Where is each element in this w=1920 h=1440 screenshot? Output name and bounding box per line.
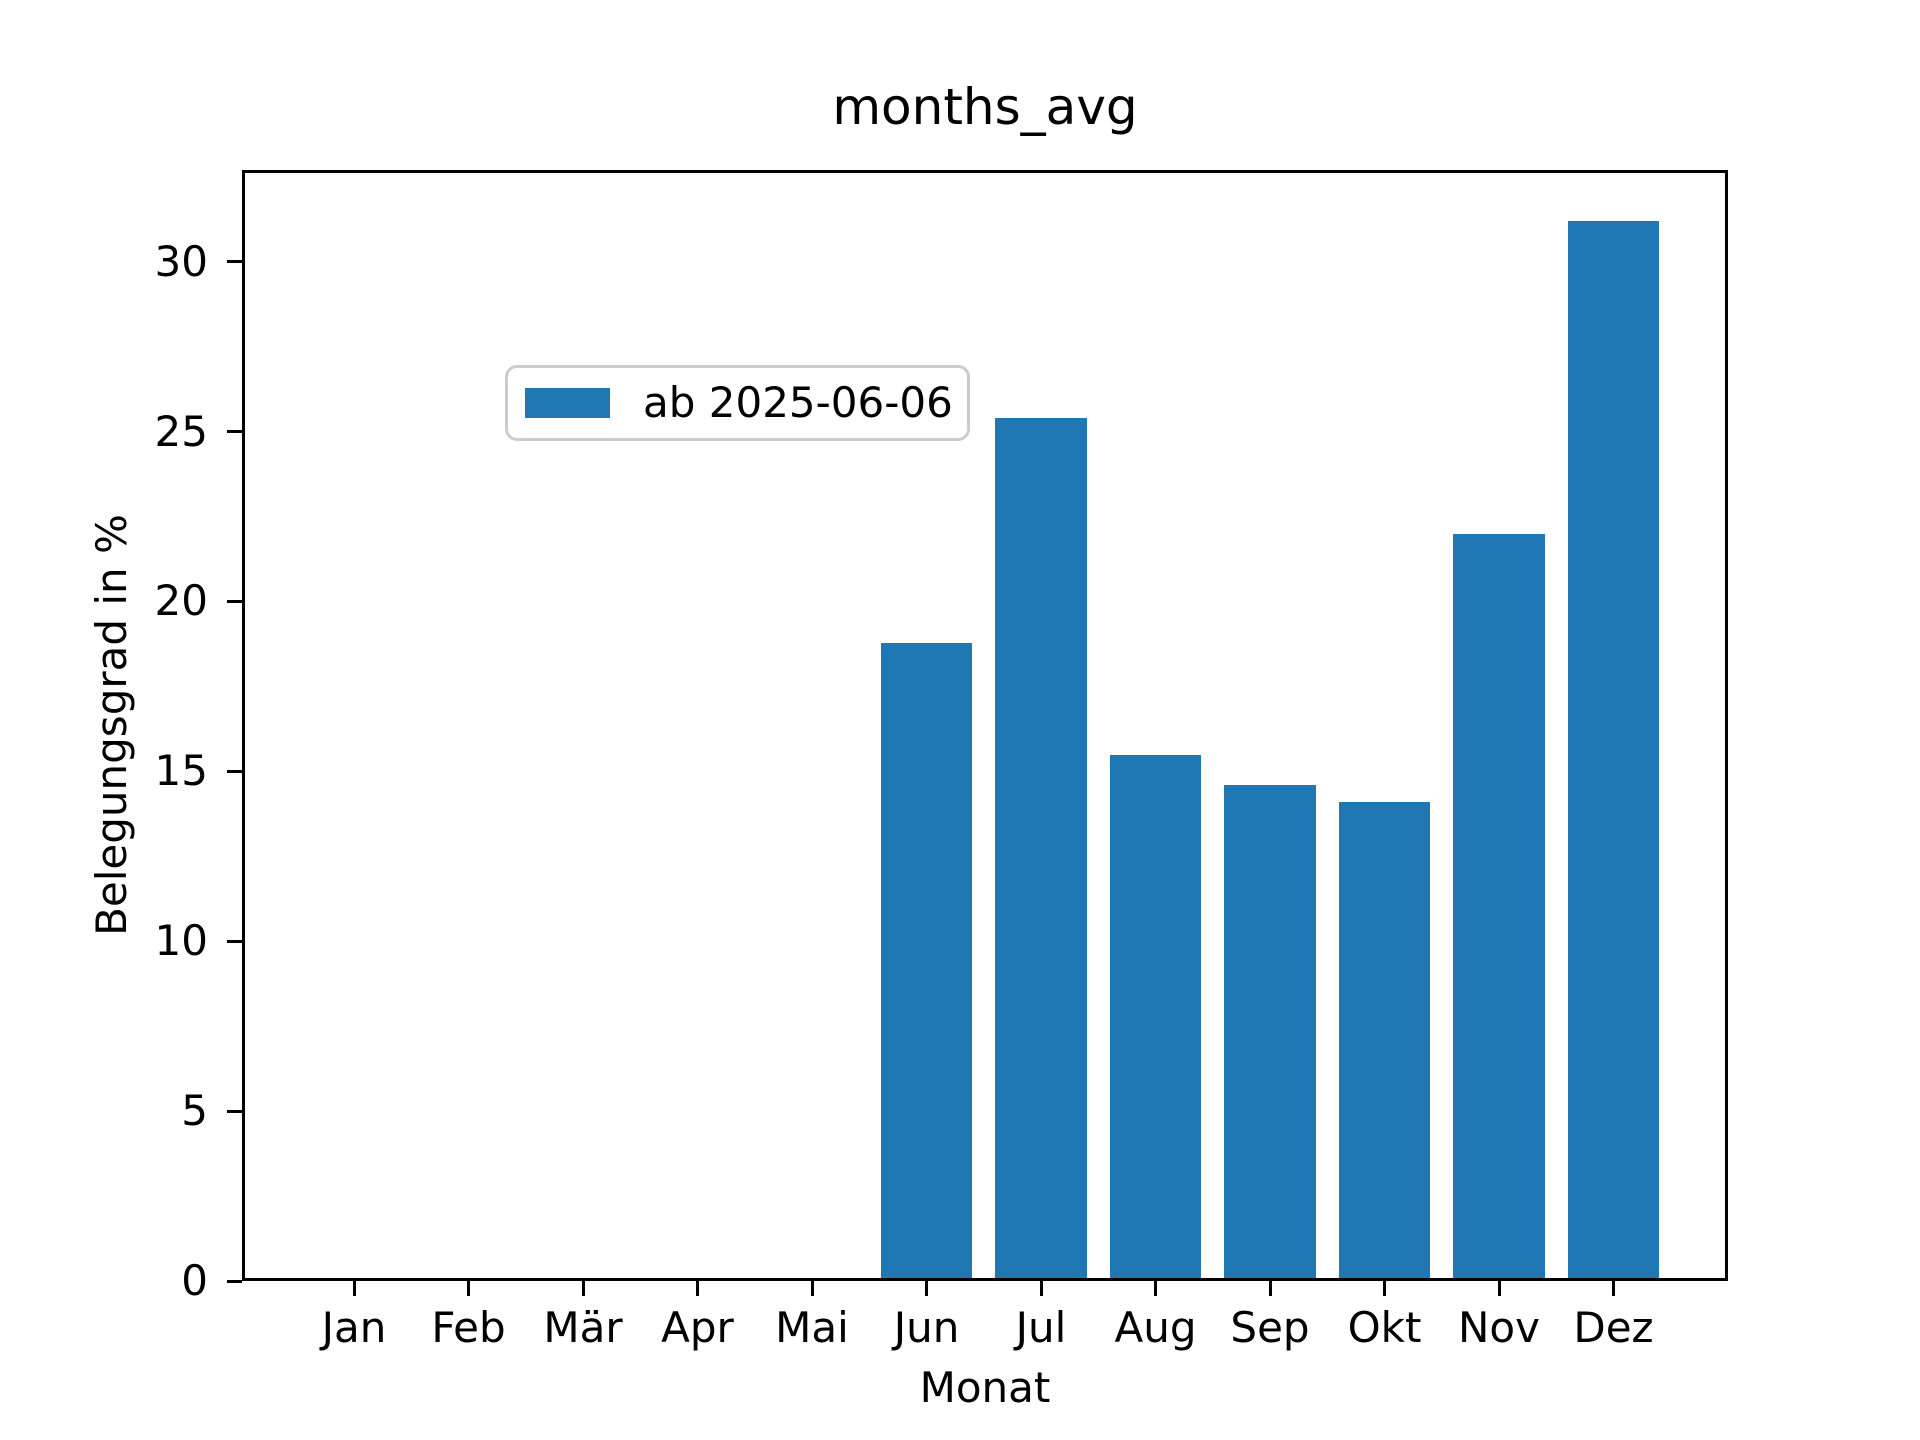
chart-title: months_avg [832,78,1138,136]
y-tick-mark-5 [227,1109,242,1113]
y-tick-mark-0 [227,1279,242,1283]
y-tick-mark-30 [227,260,242,264]
bar-jul [995,418,1087,1278]
x-tick-mark-dez [1612,1281,1615,1296]
x-tick-mark-okt [1383,1281,1386,1296]
x-tick-mark-sep [1268,1281,1272,1296]
x-tick-label-jan: Jan [321,1303,387,1352]
bar-aug [1109,755,1202,1278]
x-tick-label-dez: Dez [1573,1303,1654,1352]
bars-layer [245,173,1725,1278]
x-tick-label-jun: Jun [893,1303,960,1352]
x-tick-label-feb: Feb [431,1303,506,1352]
bar-okt [1338,802,1431,1278]
y-tick-label-25: 25 [154,406,208,456]
x-tick-label-mai: Mai [775,1303,849,1352]
x-tick-label-sep: Sep [1230,1303,1310,1352]
y-tick-mark-10 [227,939,242,943]
bar-sep [1224,785,1316,1278]
y-tick-mark-15 [227,769,242,773]
bar-jun [880,643,973,1278]
x-tick-mark-mai [810,1281,814,1296]
x-tick-label-nov: Nov [1458,1303,1540,1352]
x-tick-mark-aug [1154,1281,1157,1296]
x-tick-mark-nov [1497,1281,1501,1296]
y-tick-label-10: 10 [154,916,208,966]
legend-swatch [525,388,610,418]
y-tick-mark-20 [227,599,242,603]
x-tick-label-okt: Okt [1347,1303,1422,1352]
x-axis-label: Monat [919,1363,1051,1412]
legend: ab 2025-06-06 [505,365,970,441]
x-tick-label-mär: Mär [543,1303,623,1352]
x-tick-label-apr: Apr [661,1303,734,1352]
y-tick-label-15: 15 [154,746,208,796]
y-tick-label-20: 20 [154,576,208,626]
x-tick-mark-mär [581,1281,585,1296]
x-tick-mark-feb [467,1281,470,1296]
y-tick-label-0: 0 [181,1256,208,1305]
y-tick-label-5: 5 [181,1086,208,1136]
bar-dez [1567,221,1660,1278]
bar-nov [1453,534,1545,1278]
x-tick-mark-apr [696,1281,699,1296]
x-tick-mark-jan [352,1281,356,1296]
y-tick-mark-25 [227,430,242,434]
x-tick-mark-jun [925,1281,928,1296]
x-tick-label-aug: Aug [1114,1303,1197,1352]
y-tick-label-30: 30 [154,236,208,286]
x-tick-mark-jul [1039,1281,1043,1296]
x-tick-label-jul: Jul [1015,1303,1067,1352]
legend-label: ab 2025-06-06 [643,378,953,427]
plot-area: ab 2025-06-06 [242,170,1728,1281]
